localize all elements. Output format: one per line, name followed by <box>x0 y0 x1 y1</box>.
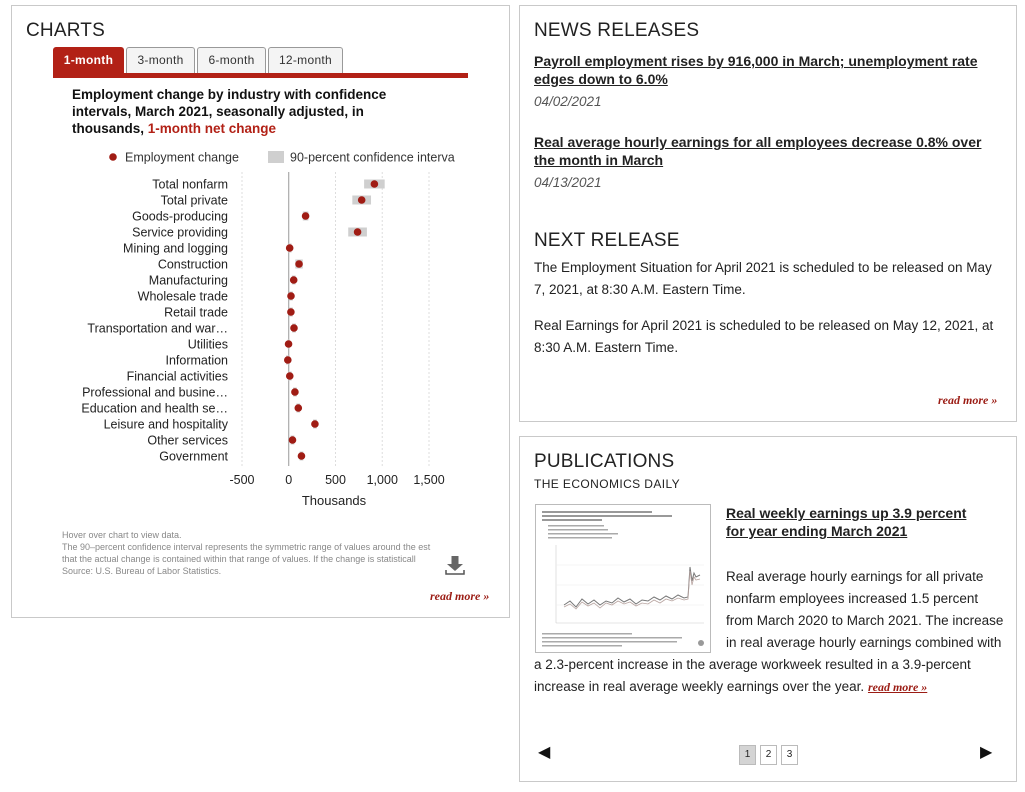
employment-change-point[interactable] <box>290 324 298 332</box>
category-label: Wholesale trade <box>138 290 228 304</box>
chart-title-main: Employment change by industry with confi… <box>72 87 387 136</box>
pagination-page-2[interactable]: 2 <box>760 745 777 765</box>
category-label: Manufacturing <box>149 274 228 288</box>
chart-grid <box>241 172 430 466</box>
download-icon[interactable] <box>444 554 466 576</box>
category-label: Information <box>165 354 228 368</box>
tab-1-month[interactable]: 1-month <box>53 47 124 73</box>
chart-x-axis-label: Thousands <box>302 493 367 508</box>
chart-legend: Employment change 90-percent confidence … <box>109 151 455 165</box>
news-item-payroll-date: 04/02/2021 <box>534 94 602 109</box>
tab-6-month[interactable]: 6-month <box>197 47 266 73</box>
news-item-earnings-link[interactable]: Real average hourly earnings for all emp… <box>534 134 982 168</box>
news-item-earnings-date: 04/13/2021 <box>534 175 602 190</box>
employment-change-point[interactable] <box>294 404 303 412</box>
publications-title: PUBLICATIONS <box>534 451 675 472</box>
tab-12-month[interactable]: 12-month <box>268 47 343 73</box>
x-tick-label: -500 <box>229 473 254 487</box>
category-label: Leisure and hospitality <box>104 418 229 432</box>
employment-change-point[interactable] <box>285 244 294 252</box>
category-label: Construction <box>158 258 228 272</box>
chart-note-ci-2: that the actual change is contained with… <box>62 554 416 564</box>
chart-category-labels: Total nonfarm Total private Goods-producin… <box>81 178 228 464</box>
arrow-left-icon[interactable]: ◀ <box>538 744 551 761</box>
category-label: Total nonfarm <box>152 178 228 192</box>
charts-title: CHARTS <box>26 20 105 41</box>
employment-change-point[interactable] <box>357 196 366 204</box>
employment-change-point[interactable] <box>353 228 362 236</box>
employment-change-point[interactable] <box>295 260 303 268</box>
employment-change-point[interactable] <box>311 420 319 428</box>
x-tick-label: 0 <box>285 473 292 487</box>
legend-interval-label: 90-percent confidence interva <box>290 151 455 165</box>
chart-note-hover: Hover over chart to view data. <box>62 530 182 540</box>
legend-interval-icon <box>268 151 284 163</box>
category-label: Transportation and war… <box>87 322 228 336</box>
category-label: Goods-producing <box>132 210 228 224</box>
category-label: Other services <box>147 434 228 448</box>
employment-chart[interactable]: Employment change 90-percent confidence … <box>12 144 472 514</box>
tab-underline <box>53 73 468 78</box>
next-release-title: NEXT RELEASE <box>534 230 680 251</box>
arrow-right-icon[interactable]: ▶ <box>980 744 993 761</box>
publication-body-text: Real average hourly earnings for all pri… <box>534 569 1004 694</box>
employment-change-point[interactable] <box>284 356 292 364</box>
category-label: Mining and logging <box>123 242 228 256</box>
charts-panel: CHARTS 1-month 3-month 6-month 12-month … <box>11 5 510 618</box>
news-releases-panel: NEWS RELEASES Payroll employment rises b… <box>519 5 1017 422</box>
chart-note-source: Source: U.S. Bureau of Labor Statistics. <box>62 566 222 576</box>
employment-change-point[interactable] <box>289 276 298 284</box>
employment-change-point[interactable] <box>287 292 295 300</box>
category-label: Total private <box>161 194 228 208</box>
next-release-real-earnings: Real Earnings for April 2021 is schedule… <box>534 318 994 355</box>
chart-title-highlight: 1-month net change <box>147 121 277 136</box>
pagination-page-1[interactable]: 1 <box>739 745 756 765</box>
employment-change-point[interactable] <box>370 180 379 188</box>
employment-change-point[interactable] <box>288 436 297 444</box>
publication-chart-thumbnail[interactable] <box>535 504 711 653</box>
employment-change-point[interactable] <box>285 372 294 380</box>
publications-panel: PUBLICATIONS THE ECONOMICS DAILY Real we… <box>519 436 1017 782</box>
publication-body: Real average hourly earnings for all pri… <box>534 566 1004 698</box>
employment-change-point[interactable] <box>287 308 295 316</box>
tab-3-month[interactable]: 3-month <box>126 47 195 73</box>
category-label: Government <box>159 450 228 464</box>
legend-point-label: Employment change <box>125 151 239 165</box>
category-label: Utilities <box>188 338 228 352</box>
x-tick-label: 1,500 <box>413 473 444 487</box>
publications-subtitle: THE ECONOMICS DAILY <box>534 477 681 491</box>
employment-change-point[interactable] <box>284 340 293 348</box>
news-read-more-link[interactable]: read more » <box>938 393 998 407</box>
category-label: Professional and busine… <box>82 386 228 400</box>
pagination-page-3[interactable]: 3 <box>781 745 798 765</box>
legend-point-icon <box>109 153 117 161</box>
news-item-payroll-link[interactable]: Payroll employment rises by 916,000 in M… <box>534 53 978 87</box>
x-tick-label: 1,000 <box>367 473 398 487</box>
chart-points <box>284 180 379 460</box>
category-label: Education and health se… <box>81 402 228 416</box>
category-label: Service providing <box>132 226 228 240</box>
chart-title: Employment change by industry with confi… <box>72 86 412 137</box>
charts-read-more-link[interactable]: read more » <box>430 589 490 603</box>
publication-read-more-link[interactable]: read more » <box>867 680 928 694</box>
employment-change-point[interactable] <box>297 452 306 460</box>
x-tick-label: 500 <box>325 473 346 487</box>
category-label: Financial activities <box>127 370 228 384</box>
chart-note-ci-1: The 90–percent confidence interval repre… <box>62 542 431 552</box>
employment-change-point[interactable] <box>301 212 310 220</box>
chart-tick-labels: -500 0 500 1,000 1,500 <box>229 473 444 487</box>
publication-headline-link[interactable]: Real weekly earnings up 3.9 percent for … <box>726 505 967 539</box>
category-label: Retail trade <box>164 306 228 320</box>
employment-change-point[interactable] <box>291 388 299 396</box>
next-release-employment: The Employment Situation for April 2021 … <box>534 260 992 297</box>
news-title: NEWS RELEASES <box>534 20 700 41</box>
